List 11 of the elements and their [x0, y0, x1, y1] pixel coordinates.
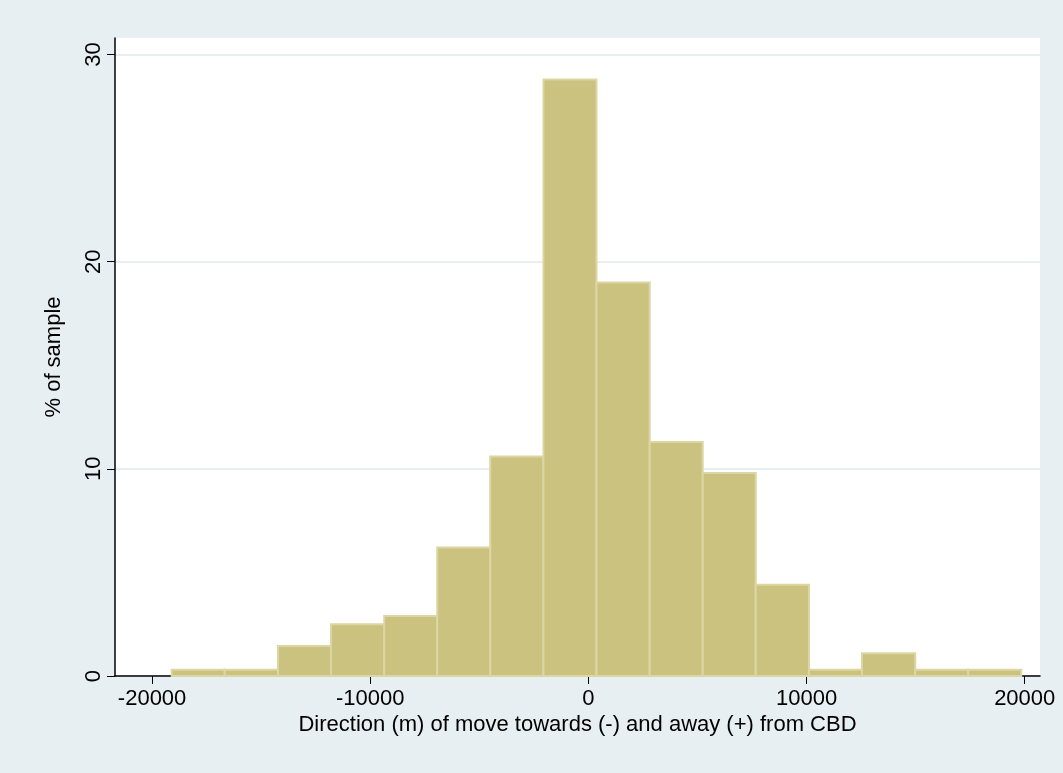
- x-tick-label: -20000: [117, 684, 187, 710]
- x-tick-label: 20000: [994, 684, 1056, 710]
- x-axis-title: Direction (m) of move towards (-) and away (+) from CBD: [298, 711, 857, 737]
- y-tick-label: 20: [79, 249, 105, 274]
- x-tick-label: 0: [582, 684, 595, 710]
- y-tick-label: 0: [79, 669, 105, 683]
- x-tick-label: -10000: [335, 684, 405, 710]
- y-tick-label: 30: [79, 42, 105, 67]
- y-axis-title: % of sample: [39, 296, 65, 418]
- x-tick-label: 10000: [775, 684, 838, 710]
- y-tick-label: 10: [79, 456, 105, 482]
